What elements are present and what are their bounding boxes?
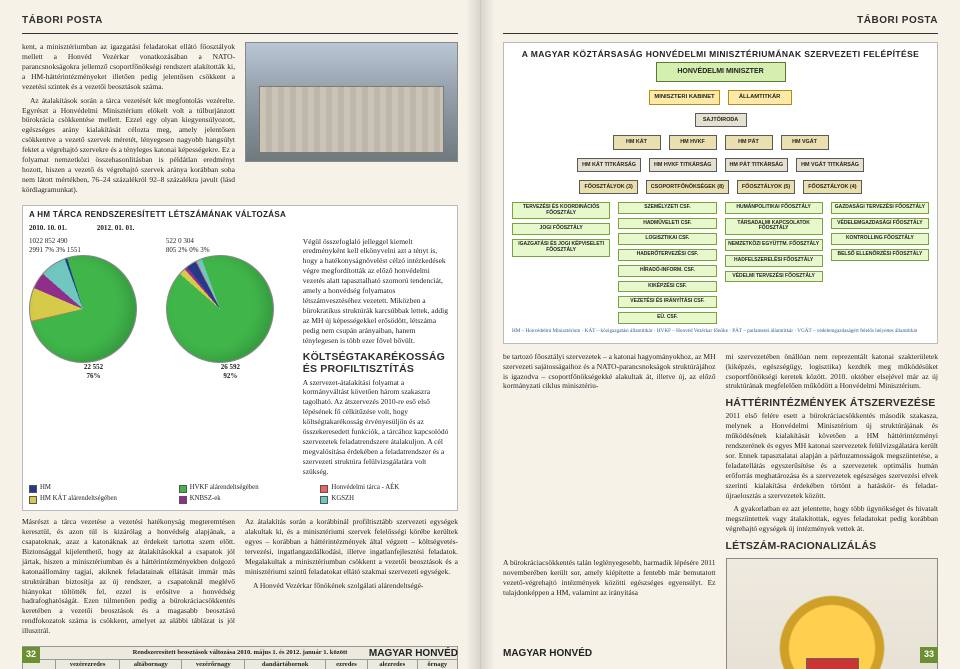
org-box: HM VGÁT TITKÁRSÁG <box>796 158 864 172</box>
running-head-right: TÁBORI POSTA <box>503 14 938 27</box>
org-leaf: VÉDELEMGAZDASÁGI FŐOSZTÁLY <box>831 218 929 230</box>
org-box: HM HVKF <box>669 135 717 149</box>
rule <box>503 33 938 34</box>
footer-left: 32 MAGYAR HONVÉD <box>22 647 458 663</box>
para: Az átalakítások során a tárca vezetését … <box>22 96 235 195</box>
org-box: HM HVKF TITKÁRSÁG <box>649 158 717 172</box>
footer-magazine: MAGYAR HONVÉD <box>503 647 592 663</box>
org-sajto: SAJTÓIRODA <box>695 113 747 127</box>
pie-big-2010: 22 55276% <box>29 363 158 381</box>
org-leaf: HÍRADÓ-INFORM. CSF. <box>618 265 716 277</box>
year-2010: 2010. 10. 01. <box>29 224 67 234</box>
legend-item: HM <box>29 484 169 493</box>
para: Végül összefoglaló jelleggel kiemelt ere… <box>303 237 451 346</box>
org-box: FŐOSZTÁLYOK (5) <box>737 180 795 194</box>
org-box: FŐOSZTÁLYOK (3) <box>579 180 637 194</box>
org-leaf: LOGISZTIKAI CSF. <box>618 233 716 245</box>
org-leaf: HADERŐTERVEZÉSI CSF. <box>618 249 716 261</box>
year-2012: 2012. 01. 01. <box>97 224 135 234</box>
section-heading: LÉTSZÁM-RACIONALIZÁLÁS <box>726 540 939 552</box>
para: kent, a minisztériumban az igazgatási fe… <box>22 42 235 91</box>
section-heading: HÁTTÉRINTÉZMÉNYEK ÁTSZERVEZÉSE <box>726 397 939 409</box>
org-allamtitkar: ÁLLAMTITKÁR <box>728 90 792 105</box>
para: mi szervezetében önállóan nem reprezentá… <box>726 352 939 392</box>
org-footnote: HM – Honvédelmi Minisztérium · KÁT – köz… <box>512 328 929 335</box>
org-leaf: TERVEZÉSI ÉS KOORDINÁCIÓS FŐOSZTÁLY <box>512 202 610 220</box>
org-title: A MAGYAR KÖZTÁRSASÁG HONVÉDELMI MINISZTÉ… <box>512 49 929 60</box>
pie-chart-block: A HM TÁRCA RENDSZERESÍTETT LÉTSZÁMÁNAK V… <box>22 205 458 512</box>
col: be tartozó főosztályi szervezetek – a ka… <box>503 352 716 554</box>
pie-2012 <box>151 240 289 378</box>
org-leaf: JOGI FŐOSZTÁLY <box>512 223 610 235</box>
running-head-left: TÁBORI POSTA <box>22 14 458 27</box>
pie-big-2012: 26 59292% <box>166 363 295 381</box>
para: A szervezet-átalakítási folyamat a kormá… <box>303 378 451 477</box>
org-leaf: SZEMÉLYZETI CSF. <box>618 202 716 214</box>
org-leaf: VÉDELMI TERVEZÉSI FŐOSZTÁLY <box>725 271 823 283</box>
col-right <box>245 42 458 198</box>
col: Másrészt a tárca vezetése a vezetési hat… <box>22 517 235 640</box>
org-top: HONVÉDELMI MINISZTER <box>656 62 786 82</box>
org-kabinet: MINISZTERI KABINET <box>649 90 719 105</box>
para: A Honvéd Vezérkar főnökének szolgálati a… <box>245 581 458 591</box>
org-chart: A MAGYAR KÖZTÁRSASÁG HONVÉDELMI MINISZTÉ… <box>503 42 938 344</box>
org-leaf: TÁRSADALMI KAPCSOLATOK FŐOSZTÁLY <box>725 218 823 236</box>
org-leaf: HADMŰVELETI CSF. <box>618 218 716 230</box>
legend-item: HVKF alárendeltségében <box>179 484 311 493</box>
footer-right: MAGYAR HONVÉD 33 <box>503 647 938 663</box>
org-box: HM VGÁT <box>781 135 829 149</box>
org-box: HM PÁT TITKÁRSÁG <box>725 158 789 172</box>
para: Az átalakítás során a korábbinál profilt… <box>245 517 458 576</box>
para: 2011 első felére esett a bürokráciacsökk… <box>726 411 939 500</box>
org-leaf: KONTROLLING FŐOSZTÁLY <box>831 233 929 245</box>
pie-title: A HM TÁRCA RENDSZERESÍTETT LÉTSZÁMÁNAK V… <box>29 210 451 221</box>
para: be tartozó főosztályi szervezetek – a ka… <box>503 352 716 392</box>
org-box: FŐOSZTÁLYOK (4) <box>803 180 861 194</box>
pie-legend: HM HVKF alárendeltségében Honvédelmi tárca… <box>29 484 451 504</box>
section-heading: KÖLTSÉGTAKARÉKOSSÁG ÉS PROFILTISZTÍTÁS <box>303 351 451 375</box>
org-leaf: HADFELSZERELÉSI FŐOSZTÁLY <box>725 255 823 267</box>
org-leaf: KIKÉPZÉSI CSF. <box>618 281 716 293</box>
legend-item: HM KÁT alárendeltségében <box>29 495 169 504</box>
pie-headline-2010: 1022 852 490 <box>29 237 158 246</box>
pie-years: 2010. 10. 01. 2012. 01. 01. <box>29 224 451 234</box>
org-box: HM PÁT <box>725 135 773 149</box>
legend-item: KNBSZ-ek <box>179 495 311 504</box>
rule <box>22 33 458 34</box>
org-leaf: NEMZETKÖZI EGYÜTTM. FŐOSZTÁLY <box>725 239 823 251</box>
page-left: TÁBORI POSTA kent, a minisztériumban az … <box>0 0 480 669</box>
upper-columns: kent, a minisztériumban az igazgatási fe… <box>22 42 458 198</box>
footer-magazine: MAGYAR HONVÉD <box>369 647 458 663</box>
col: mi szervezetében önállóan nem reprezentá… <box>726 352 939 554</box>
page-right: TÁBORI POSTA A MAGYAR KÖZTÁRSASÁG HONVÉD… <box>480 0 960 669</box>
org-box: HM KÁT <box>613 135 661 149</box>
col: Az átalakítás során a korábbinál profilt… <box>245 517 458 640</box>
para: Másrészt a tárca vezetése a vezetési hat… <box>22 517 235 636</box>
org-leaf: BELSŐ ELLENŐRZÉSI FŐOSZTÁLY <box>831 249 929 261</box>
para: A gyakorlatban ez azt jelentette, hogy t… <box>726 504 939 534</box>
org-leaf: GAZDASÁGI TERVEZÉSI FŐOSZTÁLY <box>831 202 929 214</box>
pie-subline-2010: 2991 7% 3% 1551 <box>29 246 158 255</box>
org-leaf: HUMÁNPOLITIKAI FŐOSZTÁLY <box>725 202 823 214</box>
lower-columns: Másrészt a tárca vezetése a vezetési hat… <box>22 517 458 640</box>
pie-2010 <box>14 240 152 378</box>
org-box: HM KÁT TITKÁRSÁG <box>577 158 641 172</box>
photo-building <box>245 42 458 162</box>
org-leaf: VEZETÉSI ÉS IRÁNYÍTÁSI CSF. <box>618 296 716 308</box>
right-columns: be tartozó főosztályi szervezetek – a ka… <box>503 352 938 554</box>
org-leaf: EÜ. CSF. <box>618 312 716 324</box>
legend-item: Honvédelmi tárca - AÉK <box>320 484 451 493</box>
org-leaf: IGAZGATÁSI ÉS JOGI KÉPVISELETI FŐOSZTÁLY <box>512 239 610 257</box>
pie-headline-2012: 522 0 304 <box>166 237 295 246</box>
pie-subline-2012: 805 2% 0% 3% <box>166 246 295 255</box>
page-number: 33 <box>920 647 938 663</box>
para: A bürokráciacsökkentés talán leglényeges… <box>503 558 716 598</box>
org-box: CSOPORTFŐNÖKSÉGEK (8) <box>646 180 729 194</box>
col-left: kent, a minisztériumban az igazgatási fe… <box>22 42 235 198</box>
legend-item: KGSZH <box>320 495 451 504</box>
page-number: 32 <box>22 647 40 663</box>
